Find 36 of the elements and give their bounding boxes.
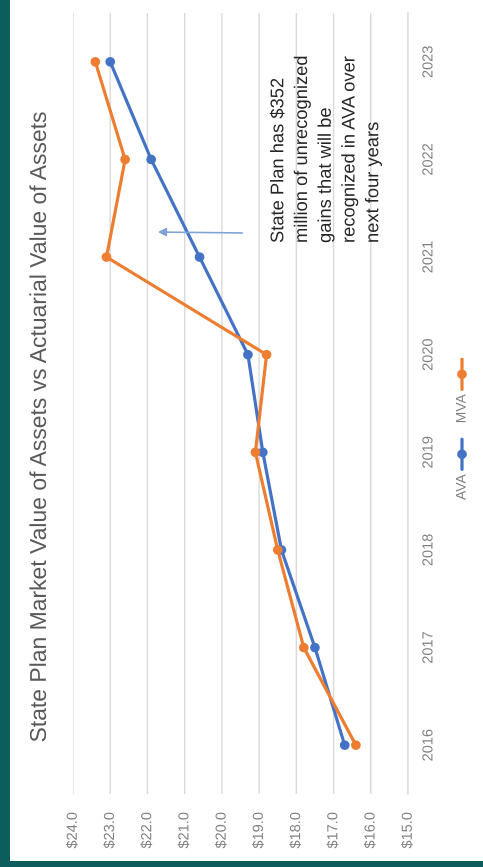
point bbox=[351, 740, 361, 750]
x-tick-label: $15.0 bbox=[400, 812, 413, 848]
point bbox=[90, 56, 100, 67]
point bbox=[102, 252, 112, 262]
x-tick-label: $19.0 bbox=[252, 812, 264, 848]
point bbox=[310, 642, 320, 652]
x-tick-label: $23.0 bbox=[103, 812, 116, 848]
point bbox=[105, 56, 116, 67]
x-tick-label: $16.0 bbox=[364, 812, 376, 848]
y-tick-label: 2018 bbox=[422, 534, 433, 566]
point bbox=[340, 740, 350, 750]
x-tick-label: $24.0 bbox=[66, 812, 78, 848]
x-tick-label: $17.0 bbox=[326, 812, 338, 848]
text: State Plan Market Value of Assets vs Actuarial Value of Assets bbox=[29, 112, 46, 742]
y-tick-label: 2019 bbox=[422, 436, 433, 468]
x-tick-label: $22.0 bbox=[140, 812, 152, 848]
point bbox=[262, 350, 272, 360]
point bbox=[272, 545, 283, 555]
y-tick-label: 2017 bbox=[422, 632, 433, 664]
y-tick-label: 2023 bbox=[422, 46, 433, 78]
point bbox=[146, 154, 156, 164]
point bbox=[298, 642, 309, 652]
annotation: State Plan has $352 million of unrecognized gains that will be recognized in AVA over next four years bbox=[270, 56, 382, 242]
y-tick-label: 2022 bbox=[422, 144, 433, 175]
y-tick-label: 2020 bbox=[422, 339, 433, 370]
x-tick-label: $20.0 bbox=[214, 812, 227, 848]
x-tick-label: $21.0 bbox=[178, 812, 190, 848]
x-tick-label: $18.0 bbox=[289, 812, 302, 848]
point bbox=[194, 252, 204, 262]
point bbox=[120, 154, 130, 164]
legend-label: AVA bbox=[456, 474, 466, 500]
point bbox=[243, 350, 253, 360]
y-tick-label: 2016 bbox=[422, 730, 433, 761]
point bbox=[250, 447, 260, 458]
y-tick-label: 2021 bbox=[422, 242, 433, 273]
legend-label: MVA bbox=[456, 394, 466, 422]
